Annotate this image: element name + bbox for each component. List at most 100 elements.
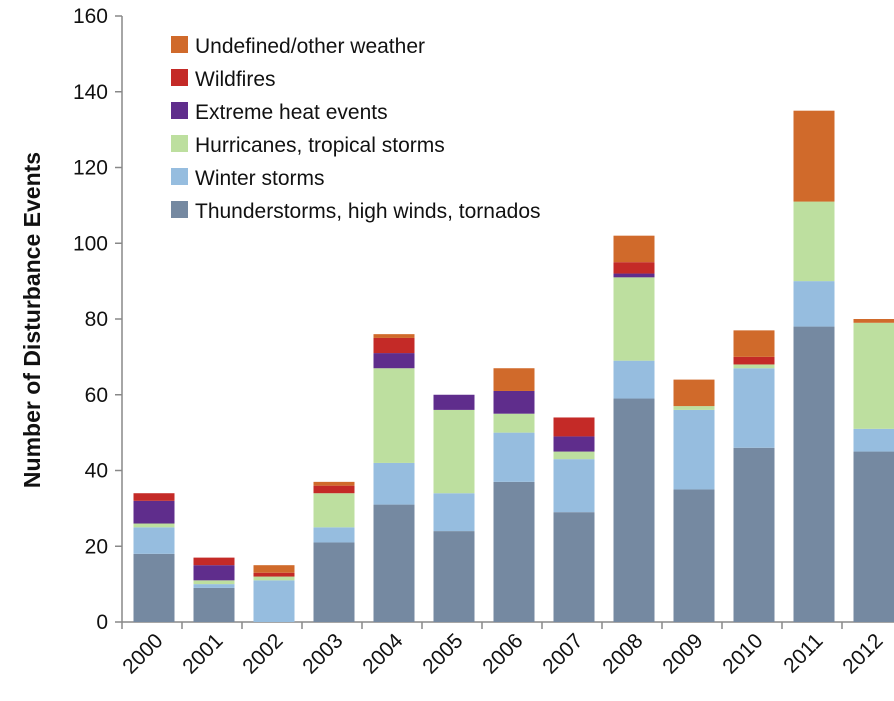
bar-segment — [554, 459, 595, 512]
legend-swatch — [171, 135, 188, 152]
y-tick-label: 120 — [73, 157, 108, 180]
bar-stack-2001 — [194, 558, 235, 622]
bar-segment — [314, 482, 355, 486]
x-tick-label: 2005 — [418, 629, 467, 678]
legend-label: Thunderstorms, high winds, tornados — [195, 200, 541, 223]
bar-stack-2009 — [674, 380, 715, 622]
y-tick-label: 140 — [73, 81, 108, 104]
bar-segment — [734, 368, 775, 448]
legend-swatch — [171, 69, 188, 86]
bar-segment — [434, 531, 475, 622]
bar-segment — [494, 368, 535, 391]
bar-segment — [854, 323, 894, 429]
bar-segment — [374, 505, 415, 622]
x-tick-label: 2007 — [538, 629, 587, 678]
bar-segment — [674, 406, 715, 410]
legend-swatch — [171, 168, 188, 185]
bar-stack-2006 — [494, 368, 535, 622]
bar-segment — [254, 580, 295, 622]
bar-segment — [794, 111, 835, 202]
bar-stack-2005 — [434, 395, 475, 622]
bar-segment — [134, 501, 175, 524]
legend-swatch — [171, 201, 188, 218]
bar-segment — [254, 565, 295, 573]
bar-segment — [614, 277, 655, 360]
y-tick-label: 100 — [73, 232, 108, 255]
x-tick-label: 2003 — [298, 629, 347, 678]
bar-stack-2004 — [374, 334, 415, 622]
bar-segment — [554, 417, 595, 436]
bar-segment — [194, 584, 235, 588]
bar-segment — [854, 319, 894, 323]
bar-segment — [194, 588, 235, 622]
legend-label: Undefined/other weather — [195, 35, 425, 58]
bar-segment — [314, 542, 355, 622]
bar-segment — [614, 399, 655, 622]
legend-label: Winter storms — [195, 167, 325, 190]
bar-segment — [134, 554, 175, 622]
bar-segment — [554, 452, 595, 460]
bar-segment — [734, 330, 775, 357]
legend-swatch — [171, 36, 188, 53]
bar-segment — [134, 524, 175, 528]
legend-label: Extreme heat events — [195, 101, 388, 124]
bar-segment — [674, 380, 715, 407]
bar-stack-2008 — [614, 236, 655, 622]
bar-segment — [494, 414, 535, 433]
bar-stack-2012 — [854, 319, 894, 622]
bar-segment — [854, 429, 894, 452]
bar-segment — [794, 281, 835, 326]
bar-segment — [314, 486, 355, 494]
legend-swatch — [171, 102, 188, 119]
bar-segment — [794, 327, 835, 622]
bar-segment — [674, 489, 715, 622]
x-tick-label: 2000 — [118, 629, 167, 678]
bar-stack-2007 — [554, 417, 595, 622]
y-tick-label: 40 — [85, 460, 108, 483]
legend-label: Hurricanes, tropical storms — [195, 134, 445, 157]
x-tick-label: 2002 — [238, 629, 287, 678]
bar-stack-2011 — [794, 111, 835, 622]
legend-label: Wildfires — [195, 68, 276, 91]
bar-segment — [674, 410, 715, 490]
bar-stack-2010 — [734, 330, 775, 622]
bar-stack-2003 — [314, 482, 355, 622]
bar-segment — [554, 512, 595, 622]
bar-segment — [734, 364, 775, 368]
bar-segment — [494, 391, 535, 414]
x-tick-label: 2012 — [838, 629, 887, 678]
legend: Undefined/other weather Wildfires Extreme … — [171, 35, 541, 223]
bar-segment — [734, 448, 775, 622]
x-tick-label: 2010 — [718, 629, 767, 678]
bar-segment — [794, 202, 835, 282]
bar-segment — [494, 482, 535, 622]
bar-segment — [254, 573, 295, 577]
bar-segment — [134, 527, 175, 554]
bar-segment — [614, 236, 655, 263]
x-tick-label: 2009 — [658, 629, 707, 678]
x-tick-label: 2008 — [598, 629, 647, 678]
bar-segment — [614, 361, 655, 399]
bar-segment — [194, 565, 235, 580]
bar-segment — [554, 436, 595, 451]
y-tick-label: 0 — [96, 611, 108, 634]
bar-segment — [194, 580, 235, 584]
y-tick-label: 160 — [73, 5, 108, 28]
bar-segment — [314, 493, 355, 527]
bar-segment — [614, 274, 655, 278]
bar-segment — [614, 262, 655, 273]
bar-segment — [374, 353, 415, 368]
bar-segment — [434, 410, 475, 493]
bar-segment — [134, 493, 175, 501]
y-tick-label: 60 — [85, 384, 108, 407]
x-tick-label: 2011 — [779, 629, 827, 677]
bar-segment — [374, 463, 415, 505]
x-tick-label: 2004 — [358, 629, 408, 679]
y-tick-label: 80 — [85, 308, 108, 331]
bar-segment — [854, 452, 894, 622]
bar-segment — [434, 395, 475, 410]
bar-segment — [494, 433, 535, 482]
